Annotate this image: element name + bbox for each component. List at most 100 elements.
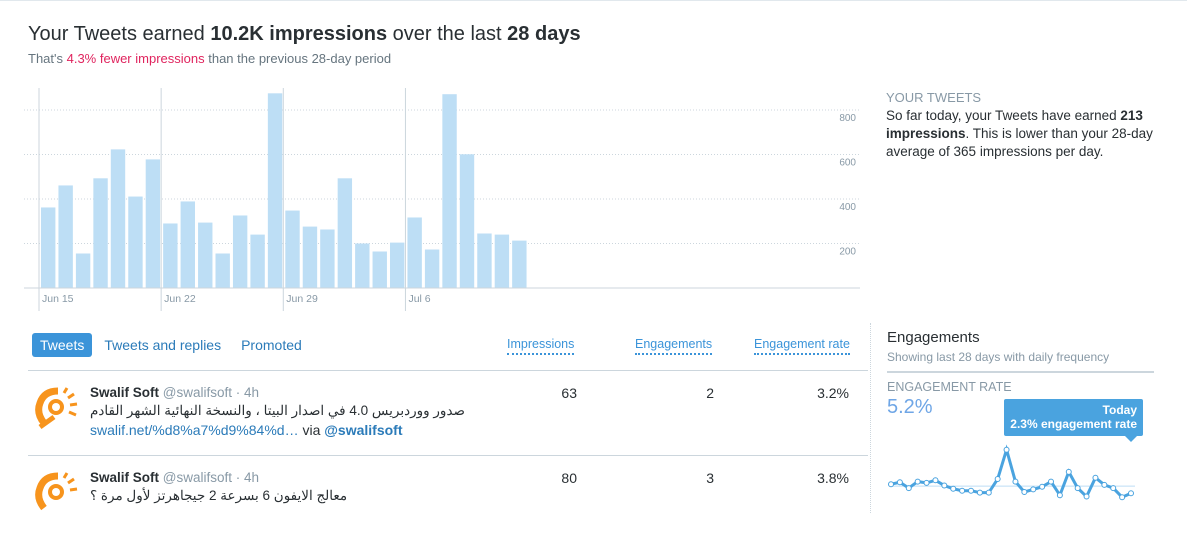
impressions-value: 80 <box>561 470 577 486</box>
tab-promoted[interactable]: Promoted <box>241 337 302 353</box>
bar <box>407 217 422 288</box>
bar <box>372 251 387 288</box>
data-point <box>1039 483 1046 490</box>
engagements-column-header[interactable]: Engagements <box>635 337 713 355</box>
summary-text: So far today, your Tweets have earned 21… <box>886 108 1153 159</box>
impressions-column-header[interactable]: Impressions <box>507 337 575 355</box>
engagement-rate-value: 5.2% <box>887 396 933 418</box>
avatar <box>35 387 78 430</box>
y-tick-label: 400 <box>839 202 856 213</box>
x-tick-label: Jun 22 <box>164 293 196 305</box>
bar <box>41 207 56 288</box>
tooltip: Today 2.3% engagement rate <box>1004 399 1143 442</box>
engagement-line <box>890 444 1132 500</box>
bar <box>163 223 178 288</box>
tab-tweets-and-replies[interactable]: Tweets and replies <box>104 337 222 353</box>
tweet-text: معالج الايفون 6 بسرعة 2 جيجاهرتز لأول مر… <box>90 488 348 503</box>
comparison-text: That's 4.3% fewer impressions than the p… <box>28 51 392 66</box>
bar <box>198 222 213 288</box>
data-point <box>1056 492 1063 499</box>
tooltip-text: 2.3% engagement rate <box>1010 417 1137 431</box>
bar <box>337 178 353 288</box>
bar <box>250 234 265 288</box>
bar <box>424 249 440 288</box>
bar <box>267 93 283 288</box>
engagements-subtitle: Showing last 28 days with daily frequenc… <box>887 350 1110 364</box>
data-point <box>1083 493 1090 500</box>
tooltip-title: Today <box>1102 403 1137 417</box>
bar <box>459 154 475 288</box>
data-point <box>1128 490 1134 497</box>
engagement-rate-column-header[interactable]: Engagement rate <box>754 337 850 355</box>
bar <box>477 233 492 288</box>
x-tick-label: Jun 29 <box>286 293 318 305</box>
tweet-row[interactable]: Swalif Soft @swalifsoft · 4h صدور ووردبر… <box>28 371 868 451</box>
data-point <box>905 485 912 492</box>
data-point <box>950 485 957 492</box>
engagements-value: 2 <box>706 385 714 401</box>
data-point <box>888 481 894 488</box>
x-tick-label: Jun 15 <box>42 293 74 305</box>
bar <box>355 243 370 288</box>
bar <box>145 159 161 288</box>
data-point <box>959 487 966 494</box>
bar <box>110 149 126 288</box>
summary-title: YOUR TWEETS <box>886 90 982 105</box>
bar <box>58 185 73 288</box>
divider <box>28 370 868 371</box>
y-tick-label: 200 <box>839 247 856 258</box>
bar <box>128 196 143 288</box>
data-point <box>1101 481 1108 488</box>
data-point <box>968 487 974 494</box>
data-point <box>932 477 939 484</box>
bar <box>302 226 318 288</box>
tweet-link[interactable]: swalif.net/%d8%a7%d9%84%d… <box>90 422 299 438</box>
bar <box>215 253 230 288</box>
your-tweets-summary: YOUR TWEETS So far today, your Tweets ha… <box>886 89 1156 161</box>
avatar <box>35 472 78 511</box>
bar <box>512 240 527 288</box>
engagement-rate-value: 3.8% <box>817 470 849 486</box>
bar <box>442 94 457 288</box>
data-point <box>914 478 921 485</box>
mention-link[interactable]: @swalifsoft <box>324 422 403 438</box>
divider <box>887 371 1154 373</box>
data-point <box>1110 485 1117 492</box>
data-point <box>985 489 992 496</box>
bar <box>285 210 300 288</box>
data-point <box>1021 489 1028 495</box>
bar <box>390 242 405 288</box>
tweet-author[interactable]: Swalif Soft @swalifsoft · 4h <box>90 385 260 400</box>
tweet-row[interactable]: Swalif Soft @swalifsoft · 4h معالج الايف… <box>28 456 868 536</box>
bar <box>93 178 108 288</box>
data-point <box>1012 478 1019 485</box>
engagement-rate-value: 3.2% <box>817 385 849 401</box>
divider <box>28 455 868 456</box>
engagements-value: 3 <box>706 470 714 486</box>
tweet-text: صدور ووردبريس 4.0 في اصدار البيتا ، والن… <box>90 403 466 418</box>
engagements-panel: Engagements Showing last 28 days with da… <box>870 323 1170 513</box>
bar <box>232 215 248 288</box>
data-point <box>1065 468 1072 475</box>
page-title: Your Tweets earned 10.2K impressions ove… <box>28 23 581 45</box>
data-point <box>1092 474 1099 481</box>
engagement-rate-label: ENGAGEMENT RATE <box>887 380 1012 394</box>
data-point <box>941 482 948 489</box>
data-point <box>1074 485 1081 492</box>
bar <box>320 229 335 288</box>
tab-tweets[interactable]: Tweets <box>32 333 93 357</box>
y-tick-label: 600 <box>839 158 856 169</box>
data-point <box>896 479 903 486</box>
data-point <box>1048 478 1054 485</box>
impressions-bar-chart: 200 400 600 800 Jun 15 Jun 22 Jun 29 Jul 6 <box>24 88 860 311</box>
data-point <box>994 476 1001 482</box>
engagements-title: Engagements <box>887 329 980 346</box>
data-point <box>923 479 930 486</box>
bar <box>180 201 195 288</box>
data-point <box>1030 486 1037 493</box>
bar <box>75 253 91 288</box>
tweet-author[interactable]: Swalif Soft @swalifsoft · 4h <box>90 470 260 485</box>
bar <box>494 234 510 288</box>
via-text: via <box>298 422 325 438</box>
tweet-tabs: Tweets Tweets and replies Promoted <box>32 333 310 357</box>
